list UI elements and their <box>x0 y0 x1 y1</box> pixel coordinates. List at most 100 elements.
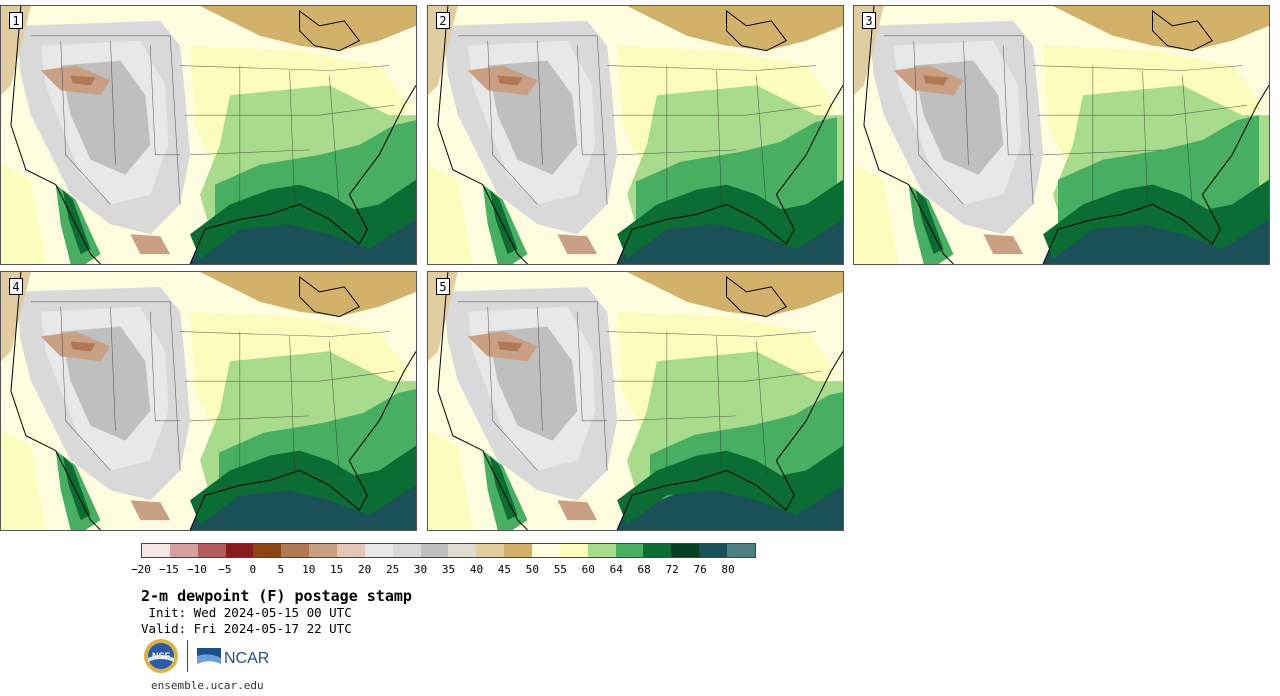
logos: NSF NCAR <box>143 638 278 674</box>
colorbar-tick-label: −10 <box>186 563 207 576</box>
colorbar-tick-label: 10 <box>302 563 316 576</box>
colorbar-swatch <box>504 544 533 557</box>
colorbar-tick-label: −5 <box>218 563 232 576</box>
colorbar-tick-label: 30 <box>413 563 428 576</box>
colorbar-swatch <box>364 544 393 557</box>
member-number-label: 3 <box>862 12 876 29</box>
colorbar-tick-label: 45 <box>497 563 512 576</box>
colorbar-tick-label: 68 <box>637 563 651 576</box>
dry-brown-3 <box>130 234 171 255</box>
colorbar-tick-label: 20 <box>358 563 372 576</box>
canada-tan <box>200 6 416 51</box>
dewpoint-map <box>428 272 843 530</box>
gulf-coast-68 <box>617 445 843 526</box>
colorbar-tick-label: 80 <box>721 563 735 576</box>
colorbar-swatch <box>142 544 170 557</box>
coastline <box>10 272 416 530</box>
nw-coast-tan <box>1 6 31 96</box>
dry-brown-3 <box>130 500 171 521</box>
colorbar-tick-label: 5 <box>277 563 285 576</box>
colorbar-tick-label: 25 <box>385 563 400 576</box>
pacific-moist <box>1 164 46 264</box>
colorbar <box>141 543 756 558</box>
colorbar-tick-label: 64 <box>609 563 623 576</box>
state-borders <box>883 35 1248 210</box>
dry-brown-2 <box>70 341 96 352</box>
gulf-coast-68 <box>1043 179 1269 260</box>
colorbar-swatch <box>671 544 700 557</box>
pacific-moist <box>1 430 46 530</box>
member-panel-4: 4 <box>0 271 417 531</box>
coastline <box>437 272 843 530</box>
gulf-coast-68 <box>617 179 843 260</box>
colorbar-swatch <box>337 544 365 557</box>
coastline <box>437 6 843 264</box>
member-panel-1: 1 <box>0 5 417 265</box>
nw-coast-tan <box>428 6 458 96</box>
website-url: ensemble.ucar.edu <box>151 679 264 692</box>
state-borders <box>457 35 822 210</box>
member-number-label: 5 <box>436 278 450 295</box>
dry-brown-2 <box>497 341 523 352</box>
member-number-label: 2 <box>436 12 450 29</box>
colorbar-swatch <box>253 544 282 557</box>
colorbar-swatch <box>476 544 505 557</box>
colorbar-swatch <box>420 544 449 557</box>
colorbar-tick-label: 50 <box>525 563 539 576</box>
baja-dark <box>915 189 944 255</box>
dry-brown-2 <box>497 75 523 86</box>
colorbar-swatch <box>587 544 616 557</box>
dewpoint-map <box>1 6 416 264</box>
nsf-logo-icon: NSF <box>144 639 178 673</box>
svg-text:NSF: NSF <box>152 651 171 661</box>
canada-tan <box>200 272 416 317</box>
init-time: Init: Wed 2024-05-15 00 UTC <box>141 605 352 620</box>
pacific-moist <box>854 164 899 264</box>
colorbar-tick-label: 35 <box>441 563 456 576</box>
colorbar-swatch <box>532 544 560 557</box>
colorbar-tick-label: 72 <box>665 563 679 576</box>
colorbar-swatch <box>643 544 672 557</box>
state-borders <box>30 301 395 476</box>
member-number-label: 4 <box>9 278 23 295</box>
colorbar-swatch <box>392 544 421 557</box>
plot-title: 2-m dewpoint (F) postage stamp <box>141 587 412 605</box>
colorbar-tick-label: 76 <box>693 563 707 576</box>
colorbar-tick-label: −20 <box>131 563 151 576</box>
dry-brown-3 <box>557 234 598 255</box>
colorbar-swatch <box>281 544 310 557</box>
colorbar-swatch <box>448 544 477 557</box>
dewpoint-map <box>854 6 1269 264</box>
svg-text:NCAR: NCAR <box>224 650 269 667</box>
member-panel-2: 2 <box>427 5 844 265</box>
ncar-logo-icon: NCAR <box>197 648 269 667</box>
colorbar-tick-label: 40 <box>469 563 484 576</box>
colorbar-tick-label: 0 <box>249 563 257 576</box>
colorbar-swatch <box>559 544 588 557</box>
colorbar-tick-label: −15 <box>159 563 179 576</box>
canada-tan <box>627 6 843 51</box>
baja-dark <box>489 455 518 521</box>
colorbar-swatch <box>169 544 198 557</box>
dewpoint-map <box>428 6 843 264</box>
baja-dark <box>62 189 91 255</box>
dry-brown-2 <box>923 75 949 86</box>
dewpoint-map <box>1 272 416 530</box>
baja-dark <box>489 189 518 255</box>
colorbar-tick-label: 15 <box>330 563 344 576</box>
canada-tan <box>627 272 843 317</box>
coastline <box>863 6 1269 264</box>
colorbar-swatch <box>197 544 226 557</box>
member-number-label: 1 <box>9 12 23 29</box>
baja-dark <box>62 455 91 521</box>
dry-brown-2 <box>70 75 96 86</box>
logo-divider <box>187 640 188 672</box>
colorbar-swatch <box>727 544 755 557</box>
gulf-coast-68 <box>190 179 416 260</box>
gulf-coast-68 <box>190 445 416 526</box>
canada-tan <box>1053 6 1269 51</box>
member-panel-5: 5 <box>427 271 844 531</box>
pacific-moist <box>428 164 473 264</box>
nw-coast-tan <box>1 272 31 362</box>
member-panel-3: 3 <box>853 5 1270 265</box>
